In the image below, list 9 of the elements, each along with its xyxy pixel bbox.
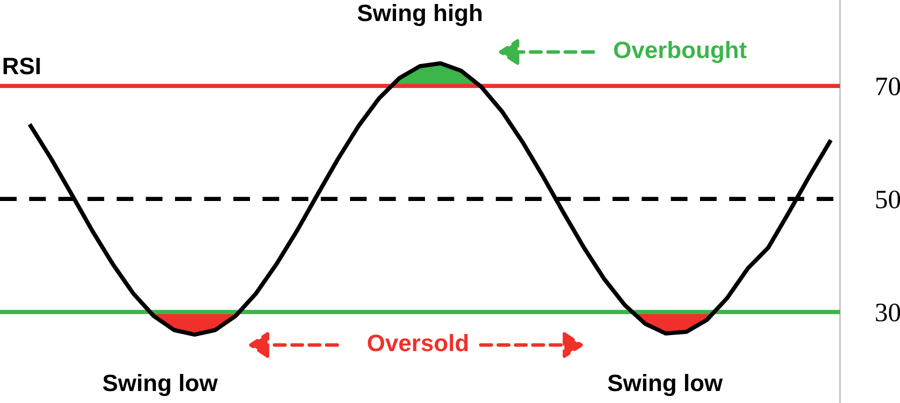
y-tick-label: 70 (876, 78, 900, 96)
y-tick-label: 50 (876, 190, 900, 208)
annotation: Overbought (614, 40, 747, 64)
annotation: Swing high (358, 4, 482, 26)
annotation: RSI (4, 58, 40, 74)
annotation: Oversold (368, 334, 468, 352)
annotation: Swing low (608, 374, 723, 396)
y-tick-label: 30 (876, 304, 900, 322)
annotation: Swing low (102, 374, 218, 396)
